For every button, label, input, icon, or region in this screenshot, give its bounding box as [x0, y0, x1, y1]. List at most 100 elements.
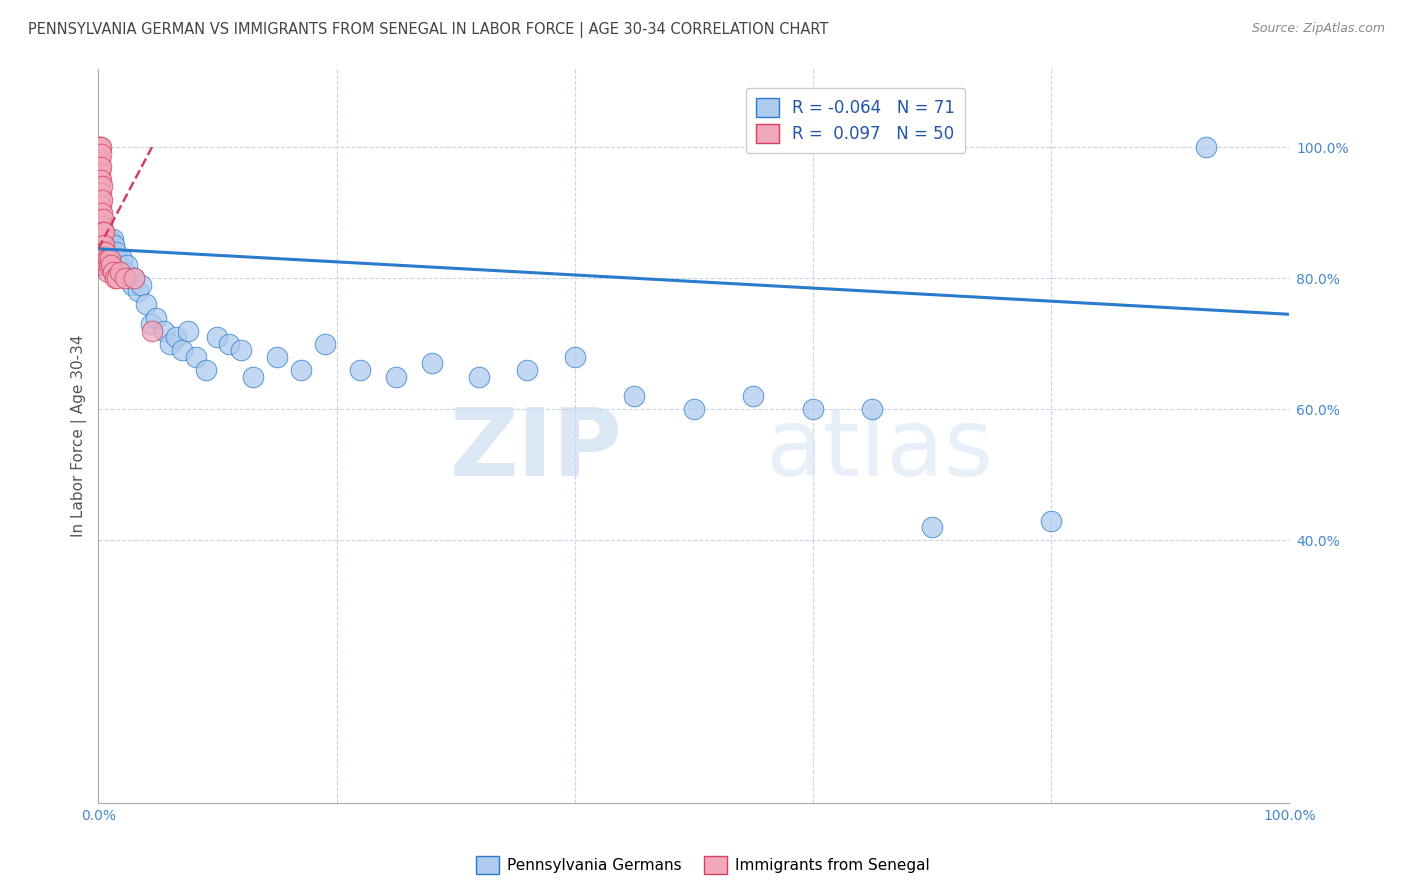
Point — [90, 245, 112, 260]
Point — [108, 265, 131, 279]
Point — [170, 343, 193, 358]
Point — [98, 252, 121, 266]
Point — [176, 324, 198, 338]
Point — [194, 363, 217, 377]
Point — [90, 186, 112, 200]
Point — [90, 219, 112, 233]
Point — [139, 317, 162, 331]
Point — [104, 252, 127, 266]
Point — [98, 238, 121, 252]
Point — [94, 238, 117, 252]
Point — [111, 252, 134, 266]
Point — [103, 238, 125, 252]
Point — [314, 336, 336, 351]
Point — [90, 212, 112, 227]
Point — [89, 232, 111, 246]
Text: atlas: atlas — [765, 404, 994, 496]
Point — [91, 252, 114, 266]
Point — [90, 219, 112, 233]
Point — [96, 252, 118, 266]
Point — [122, 271, 145, 285]
Point — [127, 285, 149, 299]
Point — [94, 252, 117, 266]
Point — [93, 225, 115, 239]
Point — [91, 258, 114, 272]
Point — [122, 271, 145, 285]
Point — [89, 140, 111, 154]
Point — [564, 350, 586, 364]
Point — [98, 232, 121, 246]
Point — [107, 252, 129, 266]
Point — [145, 310, 167, 325]
Point — [90, 205, 112, 219]
Point — [94, 245, 117, 260]
Text: ZIP: ZIP — [450, 404, 623, 496]
Point — [91, 238, 114, 252]
Point — [159, 336, 181, 351]
Point — [89, 179, 111, 194]
Point — [89, 245, 111, 260]
Point — [93, 238, 115, 252]
Point — [114, 265, 136, 279]
Point — [91, 225, 114, 239]
Point — [90, 252, 112, 266]
Point — [91, 212, 114, 227]
Point — [90, 193, 112, 207]
Point — [93, 252, 115, 266]
Point — [290, 363, 312, 377]
Point — [90, 160, 112, 174]
Point — [121, 277, 143, 292]
Point — [98, 245, 121, 260]
Point — [93, 258, 115, 272]
Point — [93, 252, 115, 266]
Point — [89, 140, 111, 154]
Point — [89, 160, 111, 174]
Point — [231, 343, 253, 358]
Point — [218, 336, 240, 351]
Point — [118, 271, 141, 285]
Point — [135, 297, 157, 311]
Point — [1040, 514, 1063, 528]
Point — [468, 369, 491, 384]
Point — [207, 330, 229, 344]
Point — [105, 245, 128, 260]
Point — [682, 402, 704, 417]
Point — [242, 369, 264, 384]
Point — [98, 258, 121, 272]
Point — [93, 232, 115, 246]
Point — [104, 271, 127, 285]
Point — [115, 258, 138, 272]
Point — [90, 140, 112, 154]
Point — [91, 225, 114, 239]
Point — [107, 271, 129, 285]
Point — [862, 402, 884, 417]
Point — [107, 265, 129, 279]
Point — [90, 199, 112, 213]
Point — [89, 186, 111, 200]
Point — [96, 245, 118, 260]
Point — [89, 166, 111, 180]
Point — [97, 265, 120, 279]
Point — [96, 258, 118, 272]
Point — [349, 363, 371, 377]
Point — [89, 153, 111, 168]
Point — [385, 369, 408, 384]
Point — [101, 265, 124, 279]
Point — [90, 173, 112, 187]
Point — [165, 330, 187, 344]
Point — [114, 271, 136, 285]
Legend: Pennsylvania Germans, Immigrants from Senegal: Pennsylvania Germans, Immigrants from Se… — [470, 850, 936, 880]
Point — [89, 199, 111, 213]
Point — [89, 173, 111, 187]
Point — [90, 179, 112, 194]
Point — [184, 350, 207, 364]
Point — [921, 520, 943, 534]
Point — [90, 238, 112, 252]
Point — [96, 232, 118, 246]
Point — [101, 232, 124, 246]
Point — [623, 389, 645, 403]
Point — [94, 258, 117, 272]
Point — [801, 402, 824, 417]
Point — [94, 245, 117, 260]
Point — [93, 245, 115, 260]
